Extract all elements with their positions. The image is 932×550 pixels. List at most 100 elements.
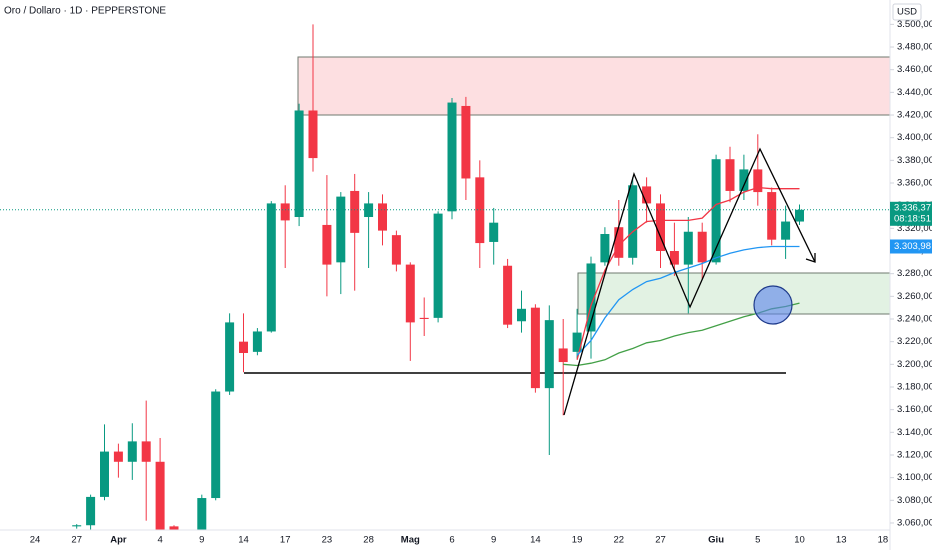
y-tick-label: 3.320,00	[897, 223, 932, 234]
candle-body	[127, 441, 137, 462]
x-tick-label: 6	[449, 535, 454, 546]
candle-body	[697, 231, 707, 263]
y-tick-label: 3.460,00	[897, 64, 932, 75]
candle-body	[225, 322, 235, 392]
candle-body	[669, 251, 679, 265]
y-tick-label: 3.280,00	[897, 268, 932, 279]
x-tick-label: 23	[322, 535, 333, 546]
ma-price-label: 3.303,98	[894, 241, 931, 252]
support-zone	[577, 272, 890, 315]
y-tick-label: 3.500,00	[897, 19, 932, 30]
candle-body	[197, 498, 207, 530]
resistance-zone	[297, 56, 890, 116]
candle-body	[211, 391, 221, 499]
candle-body	[795, 209, 804, 222]
y-tick-label: 3.200,00	[897, 359, 932, 370]
x-tick-label: 24	[30, 535, 41, 546]
candle-body	[725, 159, 735, 191]
candle-body	[280, 203, 290, 221]
candle-body	[419, 317, 429, 319]
currency-box[interactable]	[892, 3, 922, 21]
candle-body	[628, 185, 638, 258]
candle-body	[378, 203, 387, 231]
x-tick-label: 9	[199, 535, 204, 546]
x-tick-label: 10	[794, 535, 805, 546]
last-price-label: 3.336,37	[894, 202, 931, 213]
y-tick-label: 3.120,00	[897, 449, 932, 460]
y-tick-label: 3.060,00	[897, 517, 932, 528]
y-tick-label: 3.480,00	[897, 42, 932, 53]
x-tick-label: 14	[238, 535, 249, 546]
candle-body	[308, 110, 318, 159]
y-tick-label: 3.260,00	[897, 291, 932, 302]
ma-line	[576, 245, 800, 356]
candle-body	[336, 196, 346, 263]
candle-body	[489, 222, 499, 242]
countdown-label: 08:18:51	[894, 213, 931, 224]
candle-body	[155, 461, 165, 530]
drawings-under	[244, 56, 890, 374]
y-tick-label: 3.240,00	[897, 314, 932, 325]
currency[interactable]: USD	[897, 7, 917, 18]
candle-body	[614, 227, 624, 258]
y-tick-label: 3.100,00	[897, 472, 932, 483]
arrow-head	[805, 253, 816, 263]
candle-body	[600, 234, 610, 263]
last-price-box	[890, 201, 932, 226]
candle-body	[572, 332, 582, 352]
candle-body	[753, 169, 763, 193]
candle-body	[252, 331, 262, 352]
candle-body	[100, 451, 109, 497]
x-tick-label: 13	[836, 535, 847, 546]
x-tick-label: Apr	[110, 535, 127, 546]
x-tick-label: 28	[363, 535, 374, 546]
y-tick-label: 3.400,00	[897, 132, 932, 143]
plot	[0, 24, 890, 530]
x-tick-label: 14	[530, 535, 541, 546]
candle-body	[530, 307, 540, 389]
candle-body	[558, 348, 568, 363]
candle-body	[711, 159, 721, 263]
candle-body	[350, 190, 360, 233]
y-tick-label: 3.160,00	[897, 404, 932, 415]
candle-body	[503, 265, 513, 325]
x-tick-label: 19	[572, 535, 583, 546]
candle-body	[683, 231, 693, 265]
y-tick-label: 3.380,00	[897, 155, 932, 166]
candle-body	[461, 105, 471, 179]
ma-price-box	[890, 239, 932, 254]
candle-body	[169, 526, 179, 530]
x-tick-label: Giu	[708, 535, 724, 546]
candle-body	[294, 110, 304, 218]
y-tick-label: 3.180,00	[897, 382, 932, 393]
x-tick-label: 4	[157, 535, 162, 546]
candle-body	[544, 320, 554, 389]
candle-body	[405, 264, 415, 323]
x-tick-label: 27	[71, 535, 82, 546]
candle-body	[739, 169, 749, 191]
candle-body	[86, 496, 96, 526]
x-tick-label: 9	[491, 535, 496, 546]
x-tick-label: 17	[280, 535, 291, 546]
candle-body	[447, 102, 457, 212]
y-tick-label: 3.360,00	[897, 178, 932, 189]
candle-body	[433, 213, 443, 318]
highlight-circle	[753, 285, 793, 325]
candle-body	[239, 341, 248, 353]
candle-body	[391, 235, 401, 265]
pattern-line	[563, 147, 816, 416]
x-tick-label: 5	[755, 535, 760, 546]
y-tick-label: 3.140,00	[897, 427, 932, 438]
candle-body	[656, 203, 665, 252]
chart-title: Oro / Dollaro · 1D · PEPPERSTONE	[4, 6, 166, 17]
candle-body	[72, 525, 82, 527]
axes: 3.060,00 3.080,00 3.100,00 3.120,00 3.140,00…	[30, 19, 932, 546]
candle-body	[642, 186, 652, 204]
candle-body	[113, 451, 123, 462]
candle-body	[586, 263, 596, 332]
candle-body	[364, 203, 374, 218]
y-tick-label: 3.220,00	[897, 336, 932, 347]
candle-body	[322, 224, 332, 265]
